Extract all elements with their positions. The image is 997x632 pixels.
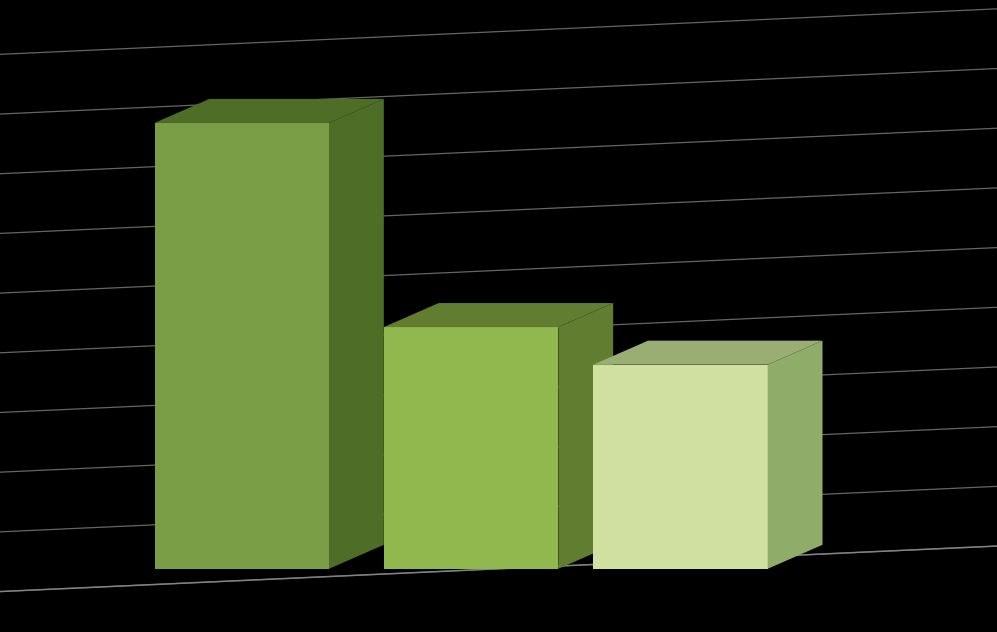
Polygon shape [558, 303, 613, 569]
Polygon shape [155, 123, 329, 569]
Polygon shape [768, 341, 823, 569]
Polygon shape [593, 341, 823, 365]
Polygon shape [593, 365, 768, 569]
Polygon shape [155, 99, 384, 123]
Polygon shape [384, 327, 558, 569]
Polygon shape [384, 303, 613, 327]
Polygon shape [329, 99, 384, 569]
